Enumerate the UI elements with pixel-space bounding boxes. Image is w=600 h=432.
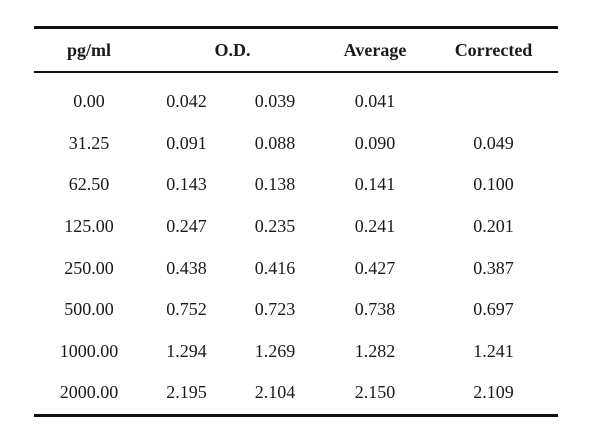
cell-corrected: 2.109 [473, 382, 514, 403]
table-row: 2000.00 2.195 2.104 2.150 2.109 [34, 372, 558, 414]
cell-conc: 0.00 [73, 91, 105, 112]
cell-od1: 0.143 [166, 174, 207, 195]
cell-average: 2.150 [354, 382, 396, 403]
table-row: 125.00 0.247 0.235 0.241 0.201 [34, 206, 558, 248]
cell-average: 0.041 [354, 91, 396, 112]
cell-conc: 62.50 [68, 174, 110, 195]
cell-conc: 31.25 [68, 132, 110, 153]
header-row: pg/ml O.D. Average Corrected [34, 29, 558, 71]
cell-average: 0.427 [354, 257, 396, 278]
data-table: pg/ml O.D. Average Corrected [34, 29, 558, 71]
cell-conc: 2000.00 [59, 382, 119, 403]
table-row: 500.00 0.752 0.723 0.738 0.697 [34, 289, 558, 331]
cell-od2: 0.723 [254, 299, 296, 320]
data-table-body: 0.00 0.042 0.039 0.041 31.25 0.091 0.088 0.090 0… [34, 81, 558, 414]
cell-od1: 0.247 [166, 216, 207, 237]
top-rule [34, 26, 558, 29]
cell-od2: 0.088 [254, 132, 296, 153]
cell-od2: 0.416 [254, 257, 296, 278]
cell-corrected: 0.049 [473, 132, 514, 153]
cell-conc: 125.00 [64, 216, 114, 237]
standard-curve-table: pg/ml O.D. Average Corrected 0.00 0.042 0.… [34, 26, 558, 417]
cell-corrected: 1.241 [473, 340, 514, 361]
cell-average: 0.241 [354, 216, 396, 237]
table-row: 1000.00 1.294 1.269 1.282 1.241 [34, 331, 558, 373]
cell-od2: 2.104 [254, 382, 296, 403]
cell-average: 0.141 [354, 174, 396, 195]
header-corrected: Corrected [454, 39, 533, 60]
header-conc: pg/ml [66, 39, 111, 60]
cell-od2: 1.269 [254, 340, 296, 361]
cell-conc: 250.00 [64, 257, 114, 278]
cell-conc: 500.00 [64, 299, 114, 320]
cell-od1: 0.752 [166, 299, 207, 320]
cell-conc: 1000.00 [59, 340, 119, 361]
cell-od1: 2.195 [166, 382, 207, 403]
cell-od2: 0.039 [254, 91, 296, 112]
cell-od1: 0.438 [166, 257, 207, 278]
cell-average: 0.738 [354, 299, 396, 320]
header-average: Average [343, 39, 407, 60]
cell-od1: 0.042 [166, 91, 207, 112]
cell-corrected: 0.100 [473, 174, 514, 195]
cell-average: 1.282 [354, 340, 396, 361]
cell-corrected: 0.201 [473, 216, 514, 237]
header-od: O.D. [214, 39, 251, 60]
header-rule [34, 71, 558, 73]
cell-corrected: 0.387 [473, 257, 514, 278]
bottom-rule [34, 413, 558, 417]
table-row: 0.00 0.042 0.039 0.041 [34, 81, 558, 123]
cell-od2: 0.138 [254, 174, 296, 195]
cell-corrected: 0.697 [473, 299, 514, 320]
table-row: 62.50 0.143 0.138 0.141 0.100 [34, 164, 558, 206]
cell-od1: 0.091 [166, 132, 207, 153]
cell-average: 0.090 [354, 132, 396, 153]
cell-od2: 0.235 [254, 216, 296, 237]
cell-corrected [429, 81, 558, 123]
table-row: 31.25 0.091 0.088 0.090 0.049 [34, 123, 558, 165]
cell-od1: 1.294 [166, 340, 207, 361]
table-row: 250.00 0.438 0.416 0.427 0.387 [34, 247, 558, 289]
